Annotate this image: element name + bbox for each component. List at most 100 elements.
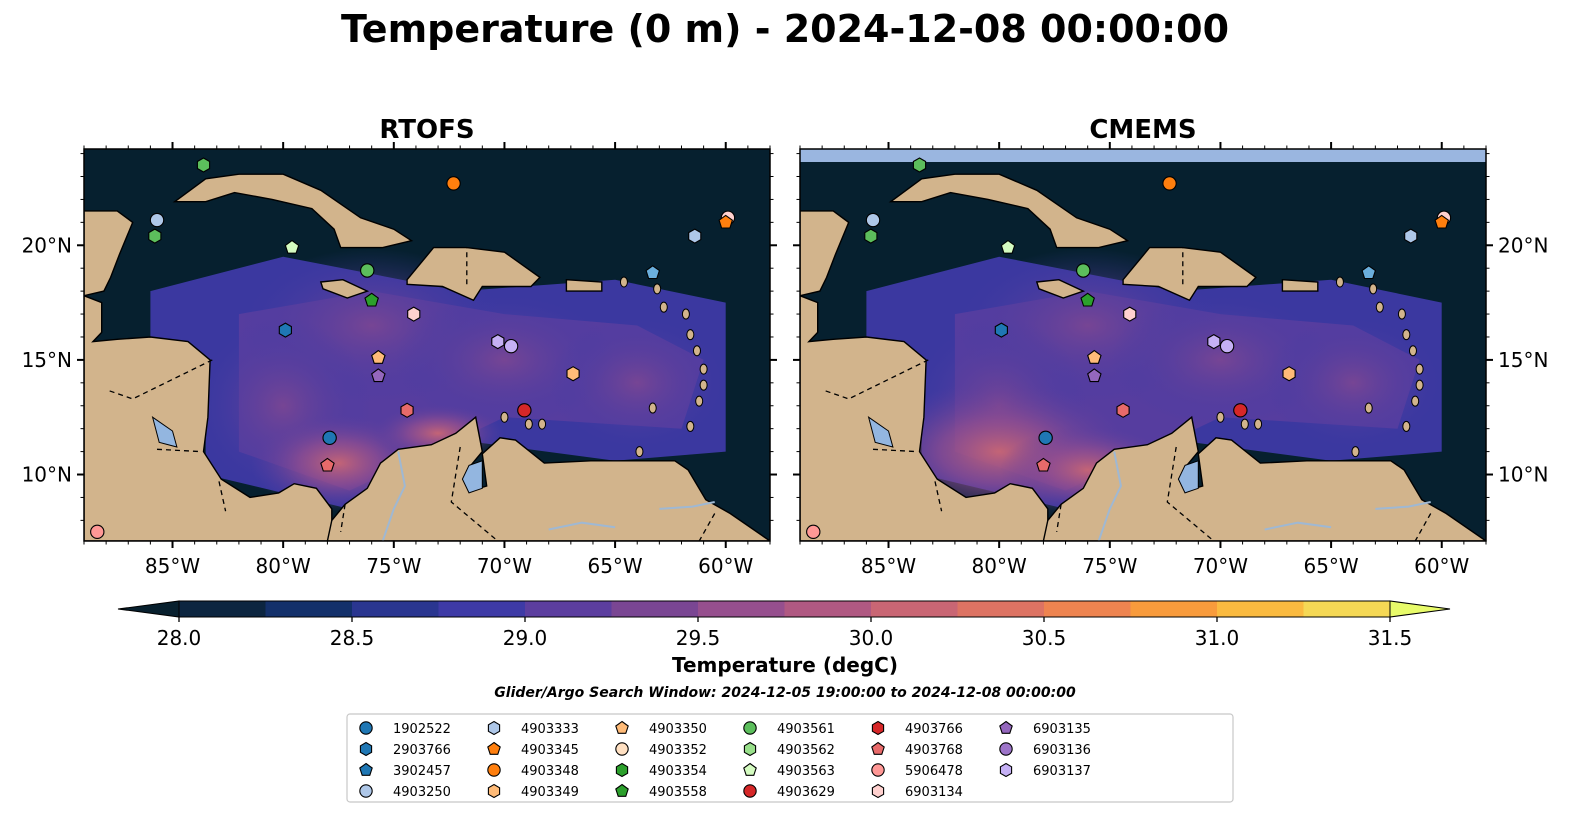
legend-label: 6903135 <box>1033 722 1091 737</box>
observation-marker <box>278 322 292 338</box>
observation-marker <box>865 212 881 228</box>
legend-marker <box>999 762 1013 778</box>
legend-label: 5906478 <box>905 764 963 779</box>
observation-marker <box>912 157 927 173</box>
panel-title: CMEMS <box>1089 115 1196 145</box>
central-america-land <box>800 294 1049 541</box>
lake-maracaibo <box>461 460 483 494</box>
legend-label: 4903345 <box>521 743 579 758</box>
observation-marker <box>1116 402 1130 418</box>
legend-label: 4903354 <box>649 764 707 779</box>
colorbar-segment <box>265 601 353 617</box>
colorbar-tick-label: 30.5 <box>1022 626 1067 650</box>
colorbar-tick-label: 31.5 <box>1368 626 1413 650</box>
small-island <box>686 329 695 341</box>
small-island <box>1216 411 1225 423</box>
small-island <box>1402 420 1411 432</box>
small-island <box>538 418 547 430</box>
legend-label: 3902457 <box>393 764 451 779</box>
temperature-anomaly <box>549 316 726 449</box>
observation-marker <box>1087 368 1102 383</box>
map-frame <box>799 148 1487 542</box>
colorbar-segment <box>957 601 1045 617</box>
small-island <box>1397 308 1406 320</box>
legend-marker <box>743 784 757 798</box>
legend-label: 4903350 <box>649 722 707 737</box>
legend-marker <box>999 742 1013 756</box>
legend-label: 4903333 <box>521 722 579 737</box>
observation-marker <box>1036 457 1051 472</box>
small-island <box>659 301 668 313</box>
observation-marker <box>407 306 421 322</box>
x-tick-label: 70°W <box>1193 554 1248 578</box>
legend-marker <box>871 763 885 777</box>
legend-marker <box>743 741 757 757</box>
observation-marker <box>1076 263 1091 278</box>
small-island <box>1402 329 1411 341</box>
colorbar-segment <box>1217 601 1305 617</box>
country-border <box>821 359 929 400</box>
cuba-land <box>888 173 1130 249</box>
colorbar-segment <box>179 601 267 617</box>
colorbar-segment <box>525 601 613 617</box>
legend-label: 4903768 <box>905 743 963 758</box>
legend-marker <box>871 783 885 799</box>
country-border <box>105 359 213 400</box>
hispaniola-land <box>1122 246 1257 302</box>
colorbar-segment <box>1044 601 1132 617</box>
small-island <box>1375 301 1384 313</box>
colorbar-frame <box>178 600 1391 618</box>
river-line <box>1097 451 1122 541</box>
legend-marker <box>743 762 757 776</box>
small-island <box>635 446 644 458</box>
y-tick-label: 10°N <box>1498 463 1548 487</box>
small-island <box>699 379 708 391</box>
observation-marker <box>1123 306 1137 322</box>
legend-label: 6903134 <box>905 785 963 800</box>
panel-title: RTOFS <box>379 115 474 145</box>
colorbar: 28.0 28.5 29.0 29.5 30.0 30.5 31.0 31.5 <box>117 600 1451 650</box>
observation-marker <box>1162 176 1177 191</box>
x-tick-label: 85°W <box>145 554 200 578</box>
legend: 1902522 2903766 3902457 4903250 4903333 49033… <box>346 713 1234 803</box>
observation-marker <box>864 228 878 244</box>
lake-nicaragua <box>867 416 894 448</box>
colorbar-label: Temperature (degC) <box>672 653 898 677</box>
legend-marker <box>487 783 501 799</box>
colorbar-extend-min <box>117 600 180 618</box>
legend-marker <box>615 742 629 756</box>
x-tick-label: 60°W <box>1414 554 1469 578</box>
small-island <box>692 345 701 357</box>
country-border <box>340 504 346 532</box>
map-panel-rtofs: RTOFS 85°W 80°W 75°W 70°W 65°W 60°W 10°N 15°N 20… <box>22 115 777 578</box>
y-tick-label: 15°N <box>1498 348 1548 372</box>
x-tick-label: 75°W <box>1082 554 1137 578</box>
observation-marker <box>1207 333 1221 350</box>
small-island <box>1364 402 1373 414</box>
legend-marker <box>359 721 373 735</box>
colorbar-tick-label: 28.5 <box>330 626 375 650</box>
cuba-land <box>172 173 414 249</box>
legend-label: 6903136 <box>1033 743 1091 758</box>
legend-marker <box>487 763 501 777</box>
observation-marker <box>491 333 505 350</box>
x-tick-label: 65°W <box>587 554 642 578</box>
small-island <box>619 276 628 288</box>
legend-label: 6903137 <box>1033 764 1091 779</box>
legend-marker <box>487 741 501 755</box>
legend-marker <box>999 720 1013 734</box>
small-island <box>1240 418 1249 430</box>
observation-marker <box>645 265 661 280</box>
small-island <box>695 395 704 407</box>
small-island <box>524 418 533 430</box>
small-island <box>1411 395 1420 407</box>
observation-marker <box>1080 292 1095 307</box>
colorbar-tick-label: 30.0 <box>849 626 894 650</box>
colorbar-segment <box>1303 601 1391 617</box>
legend-marker <box>743 721 757 735</box>
colorbar-tick-label: 31.0 <box>1195 626 1240 650</box>
legend-label: 4903562 <box>777 743 835 758</box>
y-tick-label: 10°N <box>22 463 72 487</box>
legend-box <box>346 713 1234 803</box>
observation-marker <box>1038 430 1053 446</box>
